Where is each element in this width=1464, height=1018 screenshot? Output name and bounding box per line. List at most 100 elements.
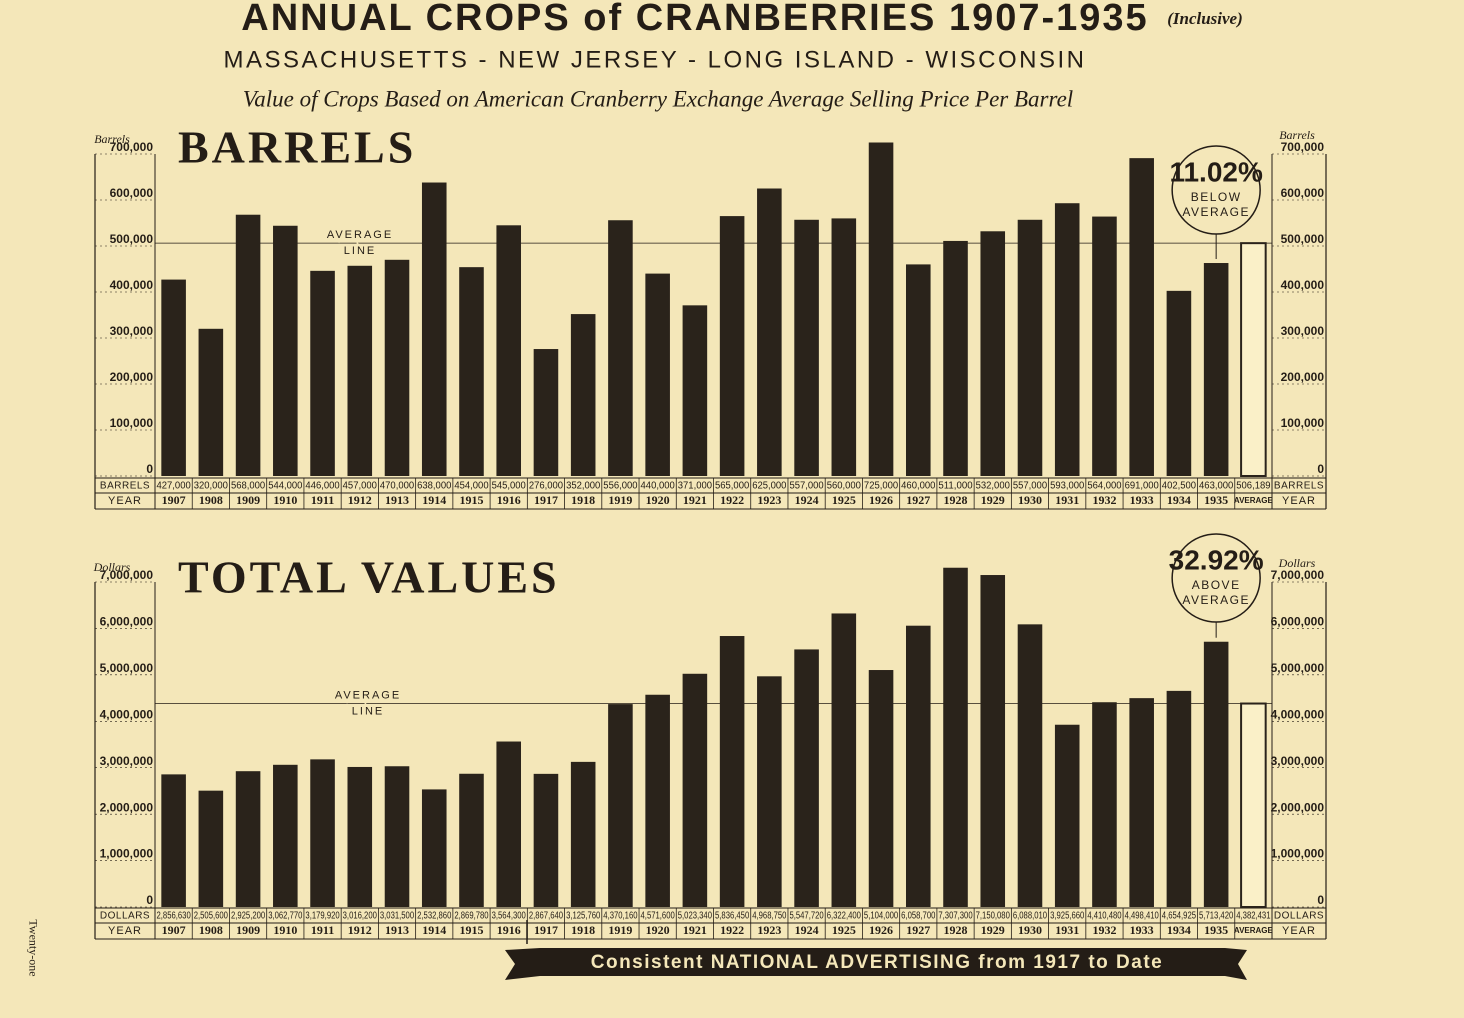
bar [1240,702,1267,908]
y-tick-label: 5,000,000 [100,661,154,675]
x-tick-label: 1932 [1092,923,1116,937]
value-label: 544,000 [268,481,303,492]
bar [198,328,224,476]
bar [980,575,1006,907]
x-tick-label: 1931 [1055,923,1079,937]
callout-text: ABOVE [1192,578,1241,592]
bar [682,673,708,907]
bar [421,182,447,476]
axis-label: Barrels [1279,128,1315,142]
value-label: 7,307,300 [938,911,973,922]
row-label: BARRELS [1274,481,1324,492]
x-tick-label: 1924 [795,493,819,507]
value-label: 320,000 [194,481,229,492]
y-tick-label: 4,000,000 [100,707,154,721]
callout-text: AVERAGE [1182,593,1250,607]
value-label: 5,023,340 [678,911,713,922]
bar [273,225,298,476]
y-tick-label: 1,000,000 [100,847,154,861]
average-line-label: AVERAGE [335,689,401,701]
main-title: ANNUAL CROPS of CRANBERRIES 1907-1935 [241,0,1148,39]
y-tick-label: 3,000,000 [100,754,154,768]
average-line-label: LINE [352,705,384,717]
x-tick-label: 1911 [311,493,334,507]
bar [161,774,186,907]
x-tick-label: 1919 [608,923,632,937]
y-tick-label: 2,000,000 [100,800,154,814]
bar [719,636,745,907]
average-line-label: LINE [344,245,376,257]
value-label: 4,571,600 [641,911,676,922]
value-label: 427,000 [157,481,192,492]
value-label: 557,000 [1013,481,1048,492]
y-tick-label: 1,000,000 [1271,847,1325,861]
axis-label: Dollars [1278,556,1316,570]
bar [310,270,335,476]
bar [608,704,633,907]
bar [905,264,931,476]
row-label: YEAR [1282,495,1316,507]
x-tick-label: 1909 [236,923,260,937]
x-tick-label: 1912 [348,923,372,937]
value-label: 371,000 [678,481,713,492]
value-label: 556,000 [603,481,638,492]
value-label: 557,000 [789,481,824,492]
x-tick-label: AVERAGE [1234,496,1274,505]
x-tick-label: 1932 [1092,493,1116,507]
y-tick-label: 400,000 [110,278,154,292]
x-tick-label: 1908 [199,923,223,937]
y-tick-label: 600,000 [1281,186,1325,200]
value-label: 402,500 [1162,481,1197,492]
value-label: 511,000 [938,481,973,492]
bar [1166,690,1192,907]
x-tick-label: 1919 [608,493,632,507]
bar [608,220,633,476]
value-label: 4,382,431 [1236,911,1271,922]
x-tick-label: 1928 [944,493,968,507]
row-label: DOLLARS [100,911,150,922]
value-label: 2,856,630 [157,911,192,922]
y-tick-label: 100,000 [110,416,154,430]
y-tick-label: 700,000 [110,140,154,154]
value-label: 3,925,660 [1050,911,1085,922]
x-tick-label: 1927 [906,923,930,937]
x-tick-label: 1925 [832,923,856,937]
chart-title: BARRELS [178,122,416,173]
bar [570,314,596,476]
x-tick-label: 1914 [422,493,446,507]
bar [1092,216,1117,476]
value-label: 454,000 [454,481,489,492]
bar [943,567,968,907]
y-tick-label: 3,000,000 [1271,754,1325,768]
page-number: Twenty-one [26,919,40,976]
bar [533,349,559,476]
x-tick-label: 1931 [1055,493,1079,507]
bar [980,231,1006,476]
x-tick-label: 1907 [162,923,186,937]
bar [384,259,410,476]
value-label: 4,410,480 [1087,911,1122,922]
x-tick-label: 1911 [311,923,334,937]
value-label: 3,031,500 [380,911,415,922]
y-tick-label: 6,000,000 [100,615,154,629]
value-label: 460,000 [901,481,936,492]
y-tick-label: 500,000 [1281,232,1325,246]
axis-label: Barrels [94,132,130,146]
value-label: 4,654,925 [1162,911,1197,922]
value-label: 352,000 [566,481,601,492]
bar [347,766,373,907]
x-tick-label: 1934 [1167,493,1191,507]
bar [943,240,968,476]
bar [645,273,670,476]
bar [1203,641,1229,907]
x-tick-label: 1930 [1018,923,1042,937]
bar [310,759,335,907]
value-label: 725,000 [864,481,899,492]
x-tick-label: 1922 [720,493,744,507]
x-tick-label: 1916 [497,493,521,507]
value-label: 6,088,010 [1013,911,1048,922]
x-tick-label: 1914 [422,923,446,937]
x-tick-label: 1921 [683,493,707,507]
x-tick-label: 1913 [385,493,409,507]
y-tick-label: 0 [1317,462,1324,476]
